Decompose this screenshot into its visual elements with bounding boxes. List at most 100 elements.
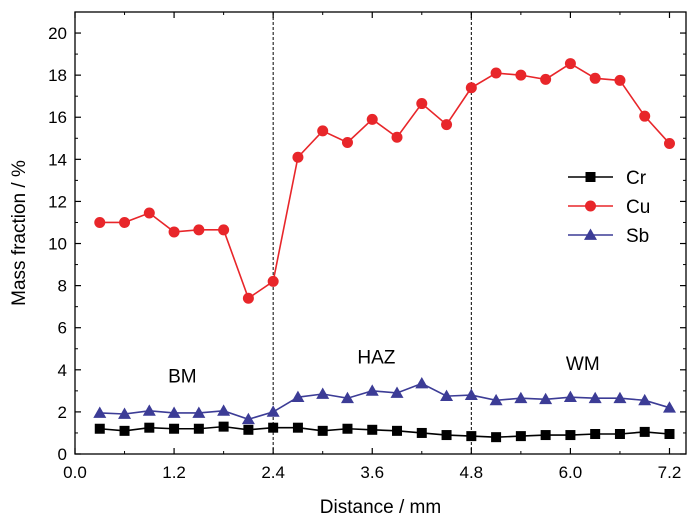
data-point-sb <box>415 376 429 389</box>
x-tick-label: 6.0 <box>559 463 583 482</box>
data-point-sb <box>118 407 132 419</box>
series-cu <box>94 58 675 304</box>
data-point-cu <box>94 216 106 228</box>
data-point-sb <box>464 388 478 400</box>
data-point-cr <box>342 423 353 434</box>
data-point-cr <box>466 431 477 442</box>
data-point-cr <box>664 429 675 440</box>
data-point-sb <box>638 393 652 406</box>
legend-label: Cu <box>626 197 650 218</box>
plot-frame <box>74 11 687 455</box>
y-tick-label: 20 <box>48 24 67 43</box>
data-point-cu <box>564 58 576 70</box>
data-point-cr <box>367 424 378 435</box>
y-tick-label: 2 <box>58 403 67 422</box>
data-point-sb <box>192 406 206 418</box>
series-line-cu <box>99 62 671 300</box>
data-point-cu <box>317 125 329 137</box>
data-point-sb <box>365 384 379 396</box>
data-point-cr <box>144 422 155 433</box>
legend-swatch-marker <box>585 172 596 182</box>
data-point-sb <box>613 391 627 404</box>
data-point-cr <box>639 426 650 437</box>
series-layer <box>93 58 676 443</box>
data-point-cu <box>218 224 230 236</box>
series-line-cr <box>99 425 670 438</box>
data-point-cr <box>416 427 427 438</box>
data-point-sb <box>662 401 676 413</box>
data-point-cu <box>416 98 428 110</box>
data-point-cu <box>441 119 453 131</box>
data-point-sb <box>217 404 231 416</box>
region-dividers <box>272 12 472 454</box>
data-point-sb <box>390 386 404 398</box>
legend-item-sb: Sb <box>568 226 649 247</box>
data-point-cr <box>268 422 279 433</box>
data-point-cr <box>392 425 403 436</box>
x-tick-label: 0.0 <box>63 463 87 482</box>
y-tick-label: 12 <box>48 192 67 211</box>
series-line-sb <box>99 382 670 421</box>
data-point-sb <box>563 390 577 403</box>
data-point-cr <box>441 430 452 441</box>
data-point-sb <box>167 406 181 418</box>
data-point-cu <box>366 113 378 125</box>
legend-item-cu: Cu <box>568 197 650 218</box>
region-label-haz: HAZ <box>357 347 395 368</box>
data-point-cr <box>292 422 303 433</box>
legend-label: Cr <box>626 168 647 189</box>
legend-label: Sb <box>626 226 649 247</box>
y-tick-label: 16 <box>48 108 67 127</box>
data-point-sb <box>340 391 354 404</box>
y-axis-title: Mass fraction / % <box>9 160 30 306</box>
data-point-sb <box>266 405 280 417</box>
data-point-cr <box>94 423 105 434</box>
x-axis-title: Distance / mm <box>320 497 441 518</box>
data-point-cu <box>119 216 131 228</box>
x-tick-label: 3.6 <box>360 463 384 482</box>
data-point-sb <box>440 389 454 401</box>
data-point-cu <box>267 275 279 287</box>
legend: Cr Cu Sb <box>568 168 650 247</box>
data-point-sb <box>514 391 528 404</box>
x-tick-label: 2.4 <box>261 463 285 482</box>
series-cr <box>94 421 675 443</box>
data-point-cu <box>242 292 254 304</box>
data-point-cu <box>292 151 304 163</box>
series-sb <box>93 376 676 425</box>
data-point-cr <box>243 424 254 435</box>
data-point-cu <box>143 207 155 219</box>
data-point-cr <box>515 431 526 442</box>
data-point-sb <box>241 412 255 425</box>
data-point-cu <box>639 110 651 122</box>
data-point-sb <box>291 390 305 403</box>
data-point-cu <box>193 224 205 236</box>
data-point-cr <box>317 425 328 436</box>
y-tick-label: 14 <box>48 150 67 169</box>
legend-swatch-marker <box>585 200 596 212</box>
data-point-cu <box>614 74 626 86</box>
data-point-sb <box>142 404 156 416</box>
x-tick-label: 4.8 <box>460 463 484 482</box>
data-point-cu <box>540 73 552 85</box>
data-point-cu <box>663 138 675 150</box>
data-point-cr <box>590 429 601 440</box>
data-point-cu <box>465 82 477 94</box>
x-tick-label: 7.2 <box>658 463 682 482</box>
legend-swatch-marker <box>584 228 597 240</box>
data-point-sb <box>539 392 553 405</box>
data-point-cr <box>193 423 204 434</box>
region-labels: BM HAZ WM <box>168 347 600 387</box>
x-tick-label: 1.2 <box>162 463 186 482</box>
data-point-cr <box>565 430 576 441</box>
data-point-cu <box>490 67 502 79</box>
data-point-cr <box>614 429 625 440</box>
y-tick-label: 0 <box>58 445 67 464</box>
data-point-cr <box>218 421 229 432</box>
y-tick-label: 8 <box>58 277 67 296</box>
data-point-cu <box>341 136 353 148</box>
data-point-cu <box>168 226 180 238</box>
data-point-sb <box>489 393 503 406</box>
legend-item-cr: Cr <box>568 168 647 189</box>
data-point-cu <box>391 131 403 143</box>
